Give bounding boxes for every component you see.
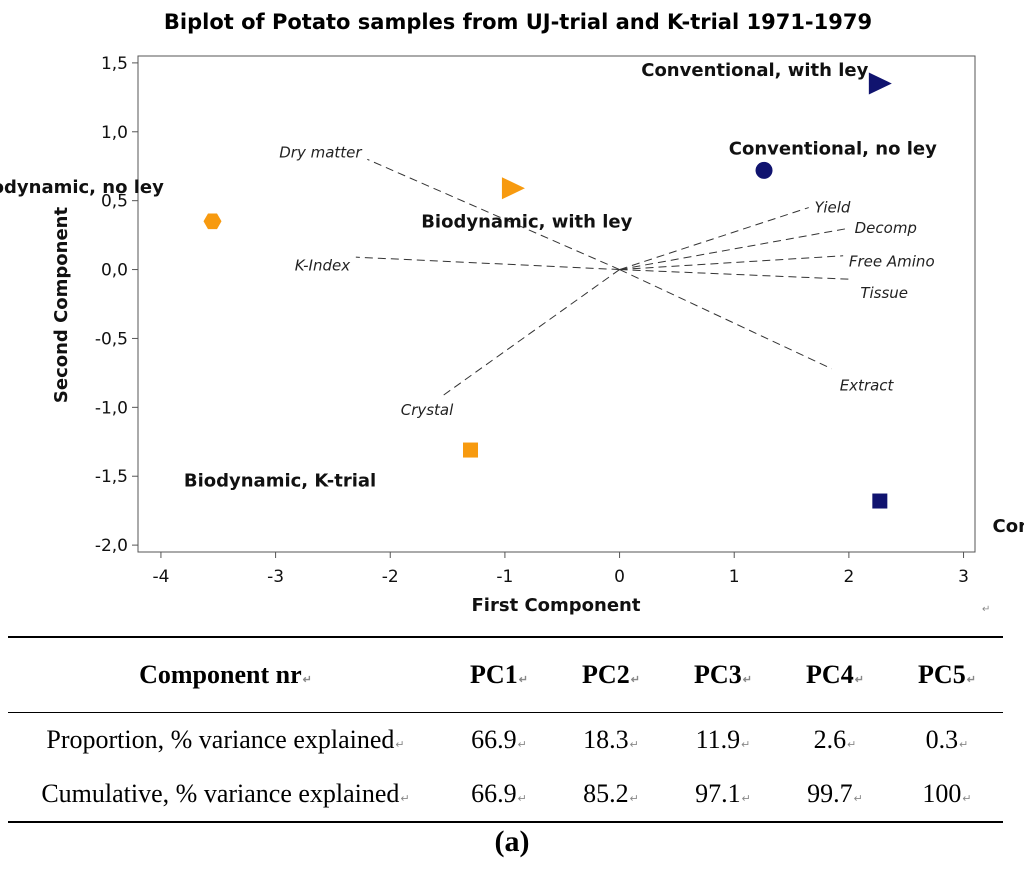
x-tick-label: -1 <box>496 567 513 587</box>
table-header-row: Component nr↵ PC1↵ PC2↵ PC3↵ PC4↵ PC5↵ <box>8 637 1003 713</box>
x-tick-label: 3 <box>958 567 969 587</box>
point-biodynamic-with-ley <box>501 177 525 200</box>
cell-cumulative-pc4: 99.7↵ <box>807 779 863 808</box>
point-label-conventional-with-ley: Conventional, with ley <box>641 60 868 81</box>
point-conventional-no-ley <box>755 161 773 179</box>
point-conventional-with-ley <box>868 72 892 95</box>
cell-cumulative-pc1: 66.9↵ <box>471 779 527 808</box>
y-tick-label: 1,5 <box>101 54 128 74</box>
y-tick-label: 1,0 <box>101 123 128 143</box>
header-component-nr: Component nr↵ <box>139 660 312 689</box>
header-pc5: PC5↵ <box>918 660 976 689</box>
point-label-conventional-no-ley: Conventional, no ley <box>729 138 937 159</box>
figure-caption: (a) <box>494 825 530 858</box>
variance-table: Component nr↵ PC1↵ PC2↵ PC3↵ PC4↵ PC5↵ P… <box>8 636 1003 823</box>
header-pc3: PC3↵ <box>694 660 752 689</box>
y-tick-label: 0,0 <box>101 261 128 281</box>
loading-vector-decomp <box>619 227 849 271</box>
header-pc4: PC4↵ <box>806 660 864 689</box>
row-label-cumulative: Cumulative, % variance explained↵ <box>41 779 410 808</box>
loading-label-yield: Yield <box>814 199 850 217</box>
y-tick-label: -0,5 <box>95 329 128 349</box>
cell-proportion-pc3: 11.9↵ <box>695 725 751 754</box>
paragraph-mark: ↵ <box>982 604 990 615</box>
loading-vector-free-amino <box>619 255 844 271</box>
cell-cumulative-pc3: 97.1↵ <box>695 779 751 808</box>
loading-vector-tissue <box>619 269 849 280</box>
x-tick-label: -2 <box>382 567 399 587</box>
y-tick-label: -1,5 <box>95 467 128 487</box>
loading-label-dry-matter: Dry matter <box>279 143 362 161</box>
loading-label-tissue: Tissue <box>860 284 908 302</box>
loading-vector-crystal <box>441 269 620 397</box>
cell-cumulative-pc5: 100↵ <box>922 779 972 808</box>
loading-label-crystal: Crystal <box>401 401 454 419</box>
point-label-biodynamic-with-ley: Biodynamic, with ley <box>421 211 632 232</box>
x-tick-label: -4 <box>152 567 169 587</box>
cell-cumulative-pc2: 85.2↵ <box>583 779 639 808</box>
chart-title: Biplot of Potato samples from UJ-trial a… <box>164 10 872 34</box>
row-label-proportion: Proportion, % variance explained↵ <box>46 725 405 754</box>
loading-vector-yield <box>619 207 809 271</box>
loading-vector-extract <box>619 269 832 370</box>
y-tick-label: 0,5 <box>101 192 128 212</box>
point-biodynamic-k-trial <box>463 442 479 458</box>
cell-proportion-pc4: 2.6↵ <box>813 725 857 754</box>
header-pc1: PC1↵ <box>470 660 528 689</box>
point-label-biodynamic-no-ley: Biodynamic, no ley <box>0 177 164 198</box>
cell-proportion-pc2: 18.3↵ <box>583 725 639 754</box>
header-pc2: PC2↵ <box>582 660 640 689</box>
loading-label-extract: Extract <box>840 376 895 394</box>
x-tick-label: 1 <box>729 567 740 587</box>
x-tick-label: -3 <box>267 567 284 587</box>
loading-vector-k-index <box>355 256 620 271</box>
loading-label-decomp: Decomp <box>855 219 917 237</box>
y-axis-label: Second Component <box>51 207 72 404</box>
table-row-proportion: Proportion, % variance explained↵ 66.9↵ … <box>8 713 1003 768</box>
x-tick-label: 2 <box>843 567 854 587</box>
table-row-cumulative: Cumulative, % variance explained↵ 66.9↵ … <box>8 767 1003 822</box>
x-axis-label: First Component <box>472 595 641 616</box>
biplot-chart: Biplot of Potato samples from UJ-trial a… <box>0 10 1024 616</box>
point-biodynamic-no-ley <box>203 213 222 230</box>
point-conventional-k-trial <box>872 493 888 509</box>
x-tick-label: 0 <box>614 567 625 587</box>
y-tick-label: -1,0 <box>95 398 128 418</box>
point-label-biodynamic-k-trial: Biodynamic, K-trial <box>184 470 376 491</box>
loading-label-free-amino: Free Amino <box>849 252 935 270</box>
y-tick-label: -2,0 <box>95 536 128 556</box>
plot-area: -4 -3 -2 -1 0 1 2 3 1,5 1,0 0,5 0,0 -0,5 -1,0 -1,5 -2,0… <box>0 54 1024 587</box>
plot-frame <box>137 55 976 553</box>
loading-label-k-index: K-Index <box>295 256 350 274</box>
point-label-conventional-k-trial: Conventional, K-trial <box>993 516 1024 537</box>
loading-vector-dry-matter <box>367 158 620 271</box>
cell-proportion-pc5: 0.3↵ <box>925 725 969 754</box>
cell-proportion-pc1: 66.9↵ <box>471 725 527 754</box>
